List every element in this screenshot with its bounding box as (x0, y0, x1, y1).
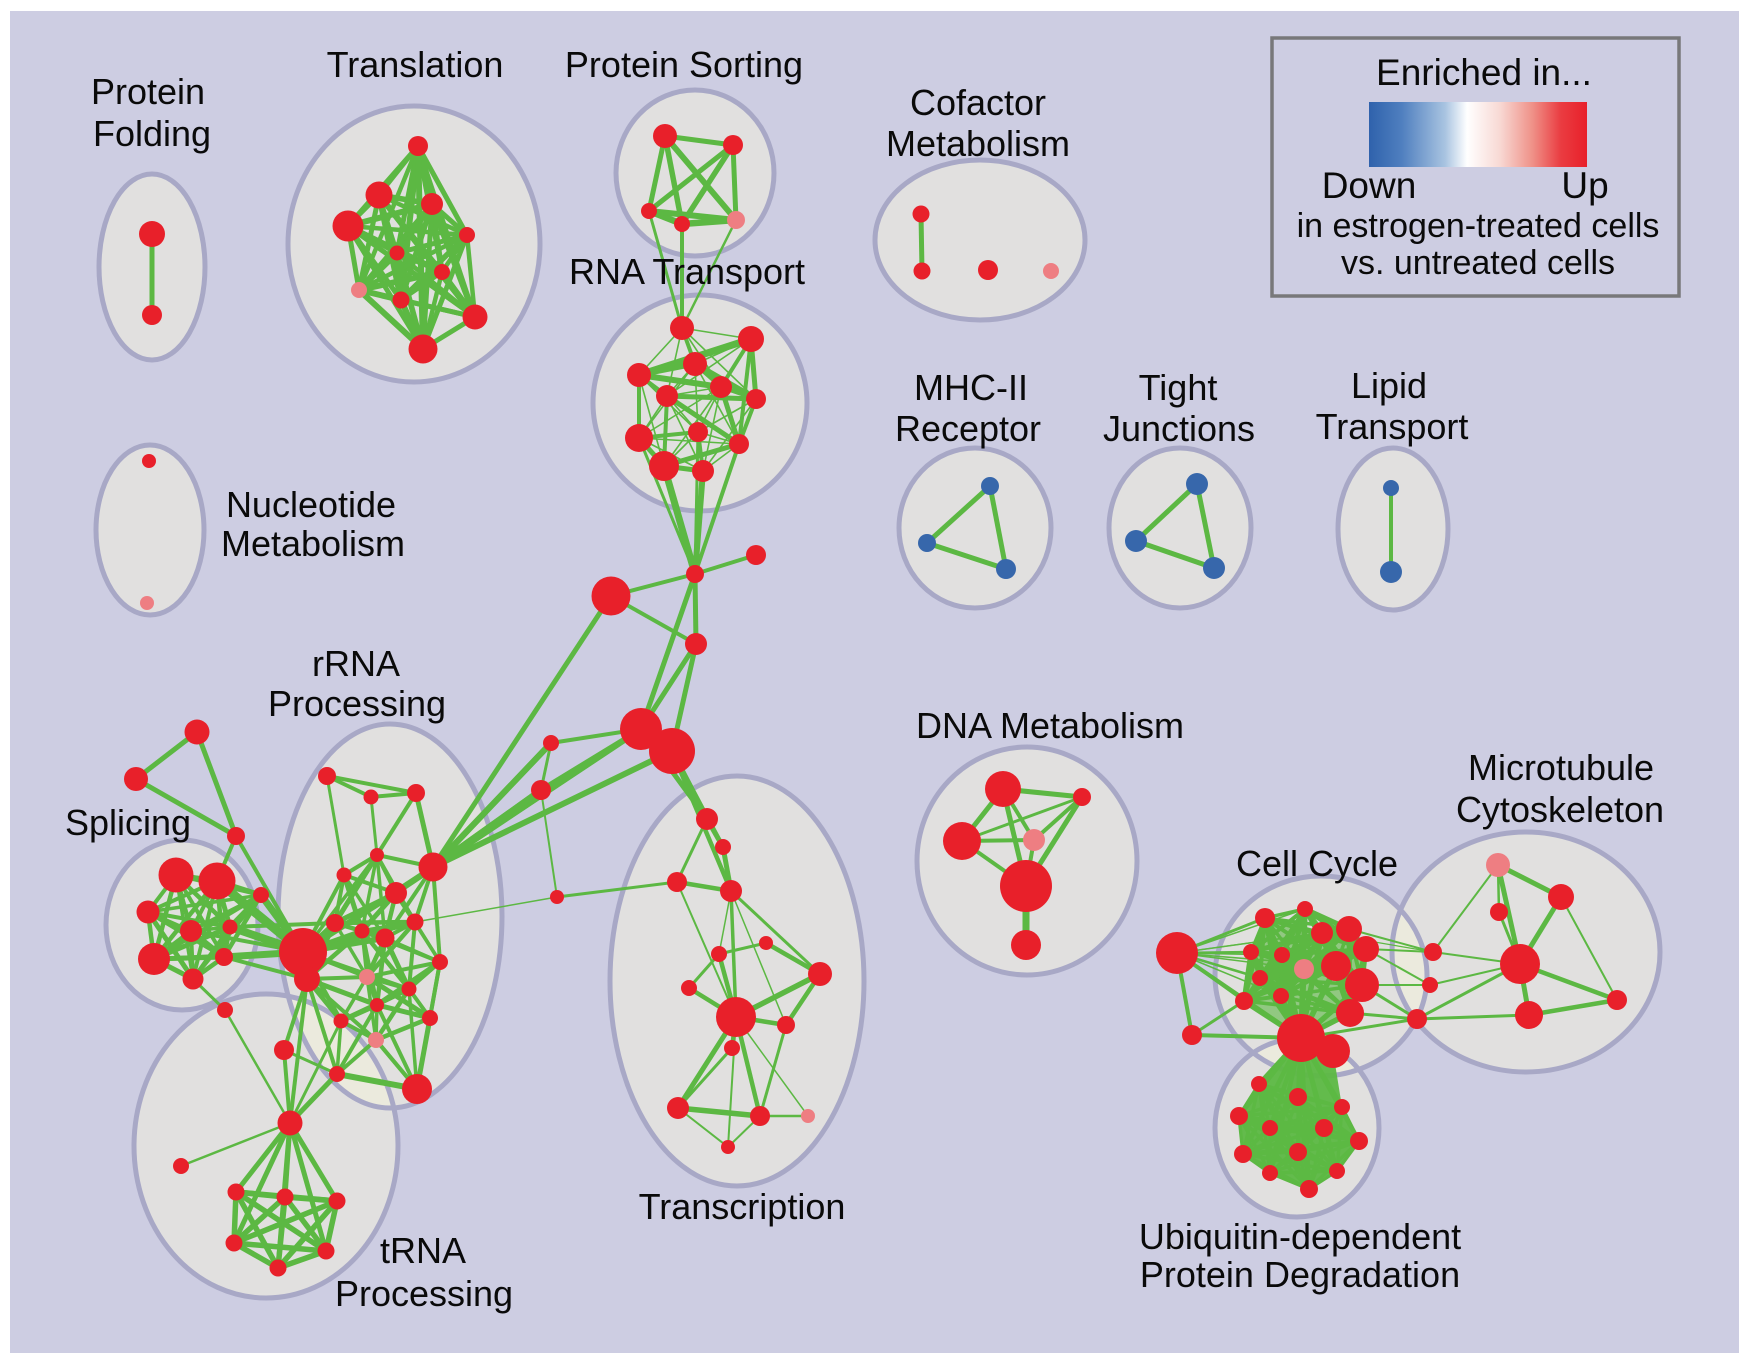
svg-text:Microtubule: Microtubule (1468, 747, 1654, 788)
svg-text:Junctions: Junctions (1103, 408, 1255, 449)
svg-text:tRNA: tRNA (380, 1230, 466, 1271)
svg-text:Protein Sorting: Protein Sorting (565, 44, 803, 85)
svg-text:Receptor: Receptor (895, 408, 1041, 449)
svg-text:Up: Up (1561, 165, 1608, 206)
svg-text:Ubiquitin-dependent: Ubiquitin-dependent (1139, 1216, 1461, 1257)
svg-text:Translation: Translation (327, 44, 504, 85)
svg-text:Processing: Processing (335, 1273, 513, 1314)
svg-text:Splicing: Splicing (65, 802, 191, 843)
svg-text:Lipid: Lipid (1351, 365, 1427, 406)
svg-text:vs. untreated cells: vs. untreated cells (1341, 244, 1615, 282)
svg-text:Metabolism: Metabolism (221, 523, 405, 564)
svg-text:Protein Degradation: Protein Degradation (1140, 1254, 1460, 1295)
svg-text:Protein: Protein (91, 71, 205, 112)
svg-text:Cofactor: Cofactor (910, 82, 1046, 123)
svg-text:Cytoskeleton: Cytoskeleton (1456, 789, 1664, 830)
svg-text:Tight: Tight (1139, 367, 1218, 408)
svg-text:Processing: Processing (268, 683, 446, 724)
svg-text:RNA Transport: RNA Transport (569, 251, 805, 292)
svg-text:Cell Cycle: Cell Cycle (1236, 843, 1398, 884)
svg-text:Nucleotide: Nucleotide (226, 484, 396, 525)
svg-text:Transcription: Transcription (639, 1186, 846, 1227)
svg-text:Metabolism: Metabolism (886, 123, 1070, 164)
svg-text:MHC-II: MHC-II (914, 367, 1028, 408)
svg-text:DNA Metabolism: DNA Metabolism (916, 705, 1184, 746)
svg-text:in estrogen-treated cells: in estrogen-treated cells (1297, 207, 1660, 245)
svg-text:Down: Down (1322, 165, 1417, 206)
svg-text:Folding: Folding (93, 113, 211, 154)
svg-text:Enriched in...: Enriched in... (1376, 52, 1592, 93)
svg-text:Transport: Transport (1316, 406, 1469, 447)
svg-text:rRNA: rRNA (312, 643, 400, 684)
